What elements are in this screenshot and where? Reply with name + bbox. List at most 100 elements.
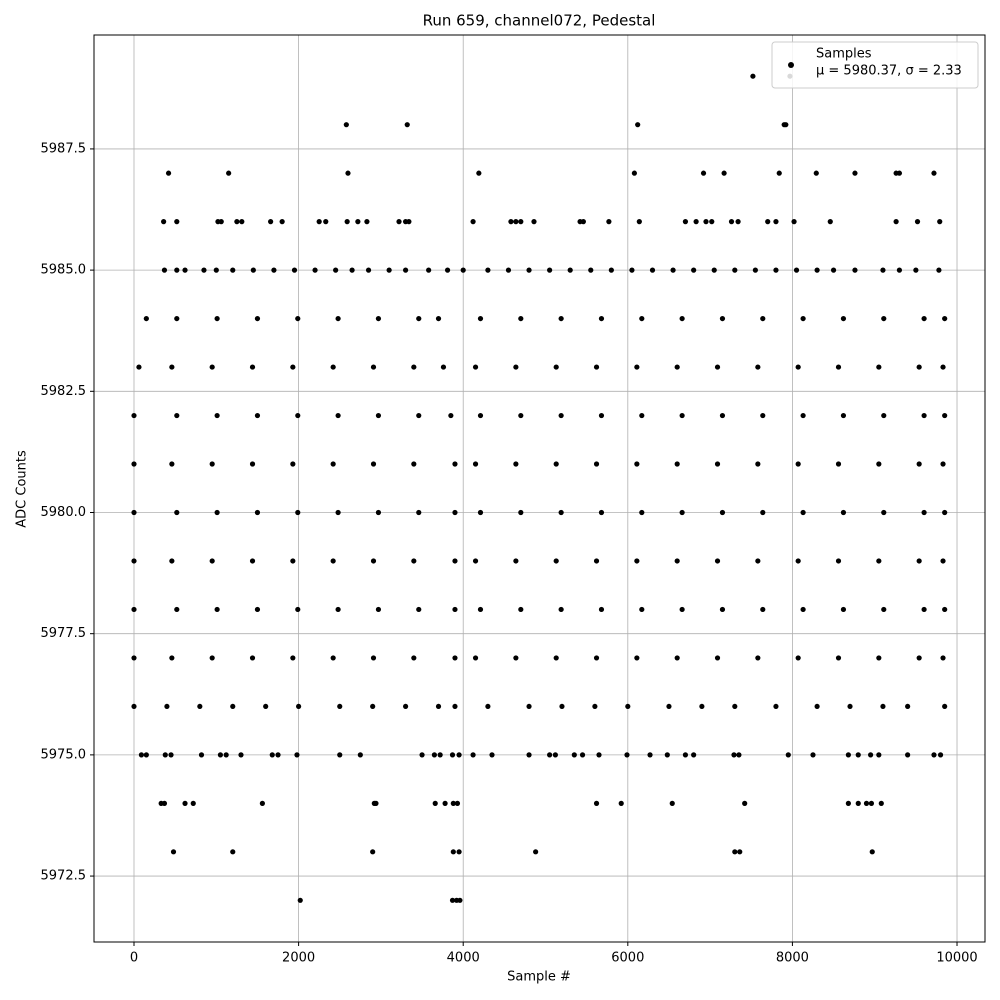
point (639, 412, 645, 419)
point (905, 703, 911, 710)
point (598, 606, 605, 613)
point (752, 267, 758, 273)
point (639, 606, 645, 613)
point (937, 219, 943, 225)
point (840, 412, 847, 419)
point (679, 412, 685, 419)
point (868, 800, 875, 806)
point (343, 122, 349, 128)
point (444, 267, 451, 273)
point (916, 364, 922, 370)
point (674, 558, 680, 564)
point (370, 849, 376, 855)
point (942, 606, 948, 613)
x-tick-label: 2000 (282, 951, 315, 966)
point (914, 219, 921, 225)
point (435, 703, 442, 710)
point (558, 412, 564, 419)
point (452, 655, 458, 661)
point (518, 412, 524, 419)
point (254, 412, 261, 419)
point (547, 752, 553, 758)
y-tick-label: 5977.5 (41, 626, 87, 641)
point (785, 752, 791, 758)
point (845, 752, 851, 758)
point (170, 849, 177, 855)
point (209, 558, 215, 564)
point (165, 170, 172, 176)
point (330, 655, 336, 661)
point (526, 752, 532, 758)
point (942, 509, 948, 516)
point (881, 606, 887, 613)
point (691, 752, 697, 758)
point (629, 267, 635, 273)
point (472, 558, 479, 564)
point (896, 170, 903, 176)
point (737, 849, 743, 855)
legend-marker (788, 62, 794, 68)
point (345, 170, 351, 176)
point (218, 219, 224, 225)
point (454, 800, 461, 806)
point (942, 412, 948, 419)
point (131, 412, 137, 419)
point (810, 752, 816, 758)
point (452, 509, 458, 516)
point (700, 170, 707, 176)
plot-frame (93, 34, 986, 943)
point (201, 267, 207, 273)
point (223, 752, 229, 758)
point (335, 315, 341, 322)
point (893, 219, 899, 225)
point (845, 800, 851, 806)
point (162, 752, 168, 758)
point (268, 219, 274, 225)
point (518, 219, 524, 225)
point (373, 800, 379, 806)
point (370, 703, 376, 710)
point (416, 606, 422, 613)
point (552, 752, 558, 758)
point (634, 655, 640, 661)
point (335, 412, 341, 419)
point (693, 219, 699, 225)
point (855, 800, 861, 806)
point (863, 800, 870, 806)
point (526, 703, 532, 710)
point (835, 364, 842, 370)
point (670, 267, 676, 273)
point (795, 655, 801, 661)
point (835, 558, 842, 564)
point (296, 703, 302, 710)
point (937, 752, 944, 758)
point (197, 703, 203, 710)
point (905, 752, 911, 758)
point (765, 219, 771, 225)
point (344, 219, 350, 225)
point (396, 219, 402, 225)
point (370, 461, 377, 467)
point (682, 752, 689, 758)
point (131, 461, 137, 467)
point (472, 461, 479, 467)
point (940, 364, 946, 370)
point (639, 509, 645, 516)
point (375, 412, 382, 419)
y-tick-label: 5985.0 (41, 263, 87, 278)
point (750, 73, 756, 79)
point (416, 412, 422, 419)
point (294, 752, 300, 758)
point (813, 170, 819, 176)
point (214, 606, 220, 613)
point (598, 315, 605, 322)
point (169, 655, 175, 661)
point (485, 703, 491, 710)
point (876, 364, 882, 370)
point (426, 267, 432, 273)
point (472, 655, 479, 661)
point (470, 752, 476, 758)
point (835, 655, 842, 661)
point (814, 703, 820, 710)
point (295, 509, 301, 516)
